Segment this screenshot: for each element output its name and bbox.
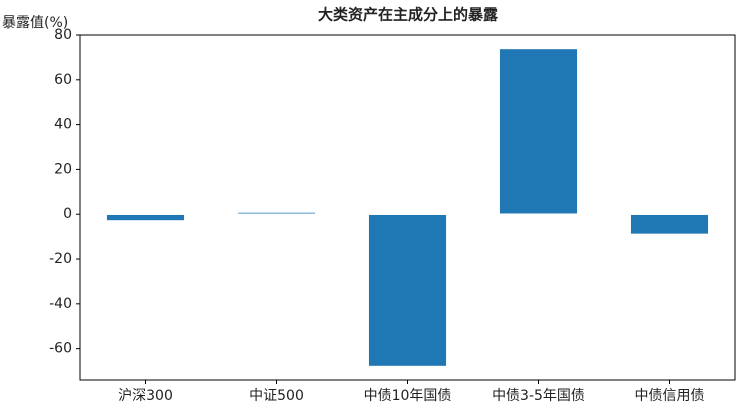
bar — [367, 213, 448, 368]
y-tick-label: 20 — [54, 161, 72, 177]
y-tick-label: -40 — [49, 296, 72, 312]
y-tick-label: -20 — [49, 251, 72, 267]
x-tick-label: 中债信用债 — [635, 388, 705, 404]
y-axis-label: 暴露值(%) — [2, 15, 68, 31]
bar — [629, 213, 710, 236]
bar — [236, 211, 317, 215]
y-tick-label: -60 — [49, 341, 72, 357]
x-tick-label: 中债3-5年国债 — [492, 388, 585, 404]
bar — [105, 213, 186, 222]
x-tick-label: 沪深300 — [118, 388, 173, 404]
bar — [498, 47, 579, 215]
y-tick-label: 80 — [54, 27, 72, 43]
x-tick-label: 中证500 — [249, 388, 304, 404]
y-tick-label: 0 — [63, 206, 72, 222]
y-tick-label: 60 — [54, 72, 72, 88]
chart-title: 大类资产在主成分上的暴露 — [318, 6, 499, 24]
x-tick-label: 中债10年国债 — [364, 388, 452, 404]
y-tick-label: 40 — [54, 117, 72, 133]
